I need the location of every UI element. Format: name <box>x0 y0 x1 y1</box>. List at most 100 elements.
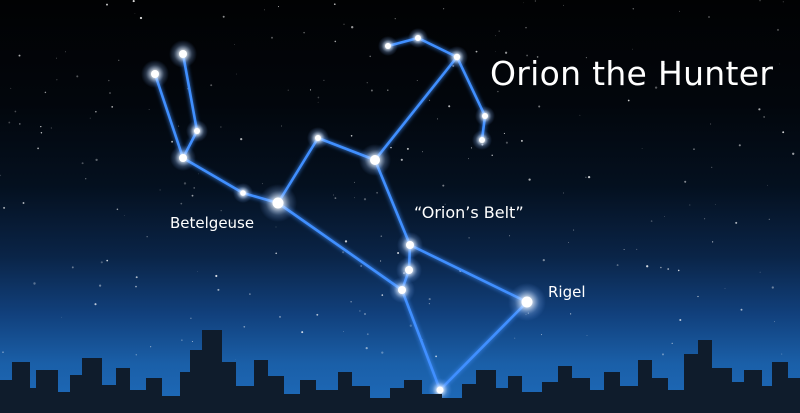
skyline-building <box>588 390 606 413</box>
background-star <box>437 118 439 120</box>
skyline-building <box>338 372 352 413</box>
background-star <box>261 183 263 185</box>
background-star <box>236 73 237 75</box>
skyline-building <box>650 378 668 413</box>
background-star <box>135 354 137 356</box>
background-star <box>116 208 119 211</box>
star-club-left <box>141 60 169 88</box>
background-star <box>503 132 505 134</box>
background-star <box>33 282 36 285</box>
skyline-building <box>440 398 464 413</box>
background-star <box>735 221 738 224</box>
skyline-building <box>220 362 236 413</box>
skyline-building <box>744 370 762 413</box>
background-star <box>132 0 135 3</box>
skyline-building <box>116 368 130 413</box>
star-arm <box>233 183 253 203</box>
background-star <box>76 75 79 78</box>
skyline-building <box>390 388 406 413</box>
background-star <box>579 114 581 116</box>
background-star <box>342 251 345 254</box>
background-star <box>679 10 681 12</box>
background-stars <box>0 0 795 360</box>
background-star <box>782 131 785 134</box>
background-star <box>354 197 355 199</box>
skyline-building <box>542 382 560 413</box>
background-star <box>343 330 345 332</box>
background-star <box>782 1 784 3</box>
background-star <box>763 116 765 118</box>
skyline-building <box>266 376 284 413</box>
background-star <box>249 293 251 295</box>
background-star <box>135 276 138 279</box>
background-star <box>159 189 161 191</box>
background-star <box>18 123 21 125</box>
skyline-building <box>160 396 182 413</box>
background-star <box>94 303 97 306</box>
background-star <box>190 317 192 320</box>
background-star <box>525 26 527 29</box>
background-star <box>108 79 110 82</box>
background-star <box>400 158 403 161</box>
background-star <box>235 359 236 360</box>
background-star <box>768 218 770 220</box>
star-shield-4 <box>475 106 495 126</box>
skyline-building <box>300 380 316 413</box>
background-star <box>240 137 243 141</box>
background-star <box>585 57 587 59</box>
background-star <box>526 54 529 57</box>
skyline-building <box>420 394 442 413</box>
background-star <box>150 346 152 348</box>
skyline-building <box>710 368 732 413</box>
background-star <box>758 108 761 111</box>
background-star <box>536 56 539 58</box>
background-star <box>303 31 305 34</box>
background-star <box>538 105 541 108</box>
background-star <box>37 147 40 150</box>
background-star <box>710 123 712 125</box>
background-star <box>509 235 511 237</box>
background-star <box>281 125 282 127</box>
skyline-building <box>666 390 686 413</box>
background-star <box>534 0 536 2</box>
skyline-building <box>772 362 788 413</box>
background-star <box>759 0 761 2</box>
background-star <box>475 50 478 53</box>
skyline-building <box>404 380 422 413</box>
background-star <box>776 28 780 31</box>
skyline-building <box>786 378 800 413</box>
background-star <box>243 325 246 328</box>
skyline-building <box>730 382 746 413</box>
star-shield-3 <box>446 46 468 68</box>
background-star <box>10 87 12 89</box>
skyline-building <box>202 330 222 413</box>
background-star <box>387 89 389 91</box>
background-star <box>740 308 743 311</box>
background-star <box>654 86 658 89</box>
background-star <box>443 8 445 10</box>
background-star <box>139 16 143 20</box>
background-star <box>679 318 682 322</box>
background-star <box>98 284 102 287</box>
background-star <box>8 121 11 124</box>
background-star <box>738 144 741 147</box>
background-star <box>641 148 643 149</box>
background-star <box>364 313 366 315</box>
background-star <box>14 110 17 113</box>
skyline-building <box>760 386 774 413</box>
background-star <box>520 139 523 142</box>
background-star <box>569 313 572 315</box>
skyline-building <box>462 384 478 413</box>
skyline-building <box>0 380 14 413</box>
background-star <box>109 92 111 94</box>
background-star <box>350 301 352 303</box>
background-star <box>271 36 273 39</box>
diagram-title: Orion the Hunter <box>490 54 774 93</box>
background-star <box>442 184 445 187</box>
background-star <box>394 18 396 20</box>
background-star <box>81 162 84 165</box>
background-star <box>428 298 431 301</box>
background-star <box>497 90 499 93</box>
background-star <box>792 152 795 155</box>
background-star <box>663 63 665 65</box>
